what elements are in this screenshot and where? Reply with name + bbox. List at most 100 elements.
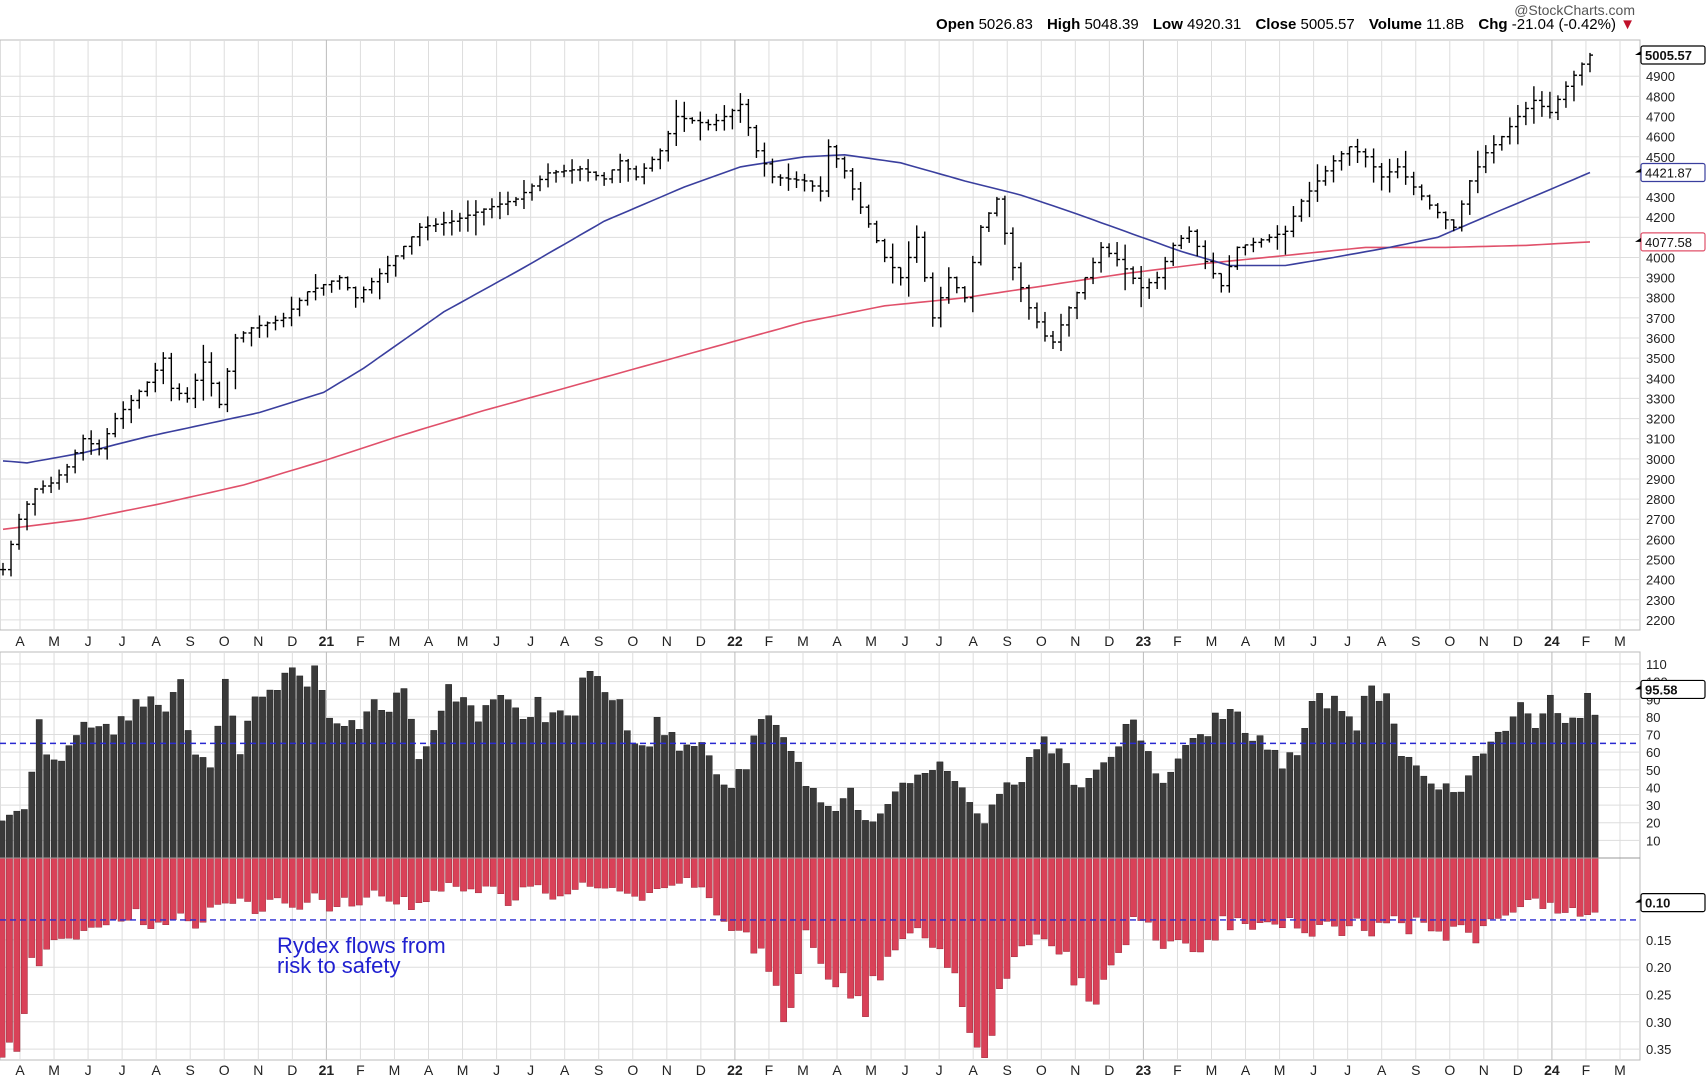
rydex-risk-bar: [236, 754, 244, 859]
rydex-risk-bar: [743, 769, 750, 859]
price-x-tick-label: A: [1241, 633, 1251, 649]
rydex-risk-bar: [713, 774, 720, 859]
price-y-tick-label: 3400: [1646, 371, 1675, 386]
rydex-y-tick-bottom: 0.20: [1646, 960, 1671, 975]
rydex-safety-bar: [400, 857, 408, 897]
rydex-risk-bar: [110, 734, 117, 859]
high-label: High: [1046, 16, 1081, 33]
rydex-safety-bar: [236, 857, 244, 899]
rydex-safety-bar: [958, 857, 966, 1007]
rydex-last-top-label: 95.58: [1645, 682, 1678, 697]
rydex-risk-bar: [1413, 765, 1420, 859]
rydex-safety-bar: [1018, 857, 1026, 947]
rydex-safety-bar: [1323, 857, 1331, 922]
rydex-safety-bar: [1457, 857, 1465, 926]
rydex-safety-bar: [549, 857, 557, 900]
rydex-x-tick-label: J: [1310, 1062, 1317, 1077]
rydex-risk-bar: [936, 761, 944, 859]
rydex-safety-bar: [1539, 857, 1547, 909]
price-x-tick-label: M: [1274, 633, 1286, 649]
price-last-close-label-pointer: [1635, 50, 1641, 55]
rydex-x-tick-label: N: [253, 1062, 263, 1077]
rydex-safety-bar: [929, 857, 936, 948]
rydex-risk-bar: [6, 814, 13, 859]
rydex-risk-bar: [1063, 763, 1070, 859]
rydex-x-tick-label: J: [936, 1062, 943, 1077]
rydex-x-tick-label: F: [1582, 1062, 1591, 1077]
price-x-tick-label: J: [85, 633, 92, 649]
rydex-risk-bar: [1465, 775, 1472, 859]
rydex-safety-bar: [623, 857, 631, 894]
rydex-risk-bar: [549, 712, 557, 859]
rydex-safety-bar: [184, 857, 192, 922]
rydex-risk-bar: [467, 705, 475, 859]
rydex-safety-bar: [1547, 857, 1554, 903]
rydex-risk-bar: [720, 784, 728, 859]
rydex-risk-bar: [489, 699, 497, 859]
rydex-safety-bar: [1137, 857, 1145, 921]
price-x-tick-label: M: [1614, 633, 1626, 649]
rydex-x-tick-label: M: [389, 1062, 401, 1077]
rydex-risk-bar: [1442, 783, 1450, 859]
rydex-safety-bar: [408, 857, 415, 910]
rydex-risk-bar: [1532, 728, 1539, 859]
price-x-tick-label: O: [1036, 633, 1047, 649]
rydex-safety-bar: [1256, 857, 1264, 923]
rydex-risk-bar: [653, 717, 661, 859]
rydex-x-tick-label: M: [1274, 1062, 1286, 1077]
rydex-safety-bar: [229, 857, 237, 904]
rydex-safety-bar: [363, 857, 371, 898]
rydex-risk-bar: [1375, 700, 1383, 859]
rydex-safety-bar: [1011, 857, 1018, 958]
rydex-risk-bar: [1450, 792, 1457, 859]
rydex-risk-bar: [772, 724, 780, 859]
rydex-risk-bar: [623, 730, 631, 859]
rydex-risk-bar: [698, 742, 706, 859]
rydex-risk-bar: [1286, 752, 1294, 859]
high-value: 5048.39: [1084, 16, 1139, 33]
rydex-safety-bar: [981, 857, 988, 1058]
rydex-risk-bar: [951, 781, 959, 859]
rydex-safety-bar: [1591, 857, 1599, 913]
rydex-risk-bar: [221, 678, 229, 859]
rydex-risk-bar: [1517, 702, 1524, 859]
rydex-risk-bar: [370, 699, 378, 859]
rydex-risk-bar: [661, 735, 668, 859]
price-x-tick-label: J: [902, 633, 909, 649]
rydex-safety-bar: [996, 857, 1003, 989]
rydex-safety-bar: [65, 857, 73, 939]
rydex-risk-bar: [839, 798, 847, 859]
price-y-tick-label: 3600: [1646, 331, 1675, 346]
rydex-safety-bar: [966, 857, 974, 1033]
rydex-risk-bar: [795, 761, 802, 859]
rydex-safety-bar: [288, 857, 296, 908]
rydex-safety-bar: [259, 857, 266, 912]
chg-down-icon: ▼: [1620, 16, 1635, 33]
rydex-safety-bar: [951, 857, 959, 974]
rydex-risk-bar: [1480, 753, 1487, 859]
rydex-safety-bar: [594, 857, 601, 889]
rydex-y-tick-bottom: 0.30: [1646, 1015, 1671, 1030]
rydex-last-top-label-pointer: [1635, 685, 1641, 690]
rydex-safety-bar: [1368, 857, 1376, 937]
rydex-safety-bar: [750, 857, 758, 954]
rydex-risk-bar: [728, 788, 735, 859]
rydex-safety-bar: [1122, 857, 1130, 946]
rydex-risk-bar: [988, 804, 996, 859]
rydex-risk-bar: [199, 757, 207, 859]
rydex-safety-bar: [1167, 857, 1175, 942]
rydex-risk-bar: [579, 677, 586, 859]
rydex-safety-bar: [1420, 857, 1428, 923]
rydex-safety-bar: [1524, 857, 1532, 900]
rydex-risk-bar: [296, 675, 304, 859]
rydex-risk-bar: [50, 759, 58, 859]
rydex-safety-bar: [713, 857, 720, 916]
rydex-safety-bar: [333, 857, 341, 907]
rydex-safety-bar: [638, 857, 646, 901]
rydex-risk-bar: [1219, 719, 1227, 859]
rydex-risk-bar: [1293, 755, 1301, 859]
rydex-safety-bar: [824, 857, 832, 980]
rydex-risk-bar: [1048, 753, 1055, 859]
rydex-risk-bar: [355, 729, 363, 859]
